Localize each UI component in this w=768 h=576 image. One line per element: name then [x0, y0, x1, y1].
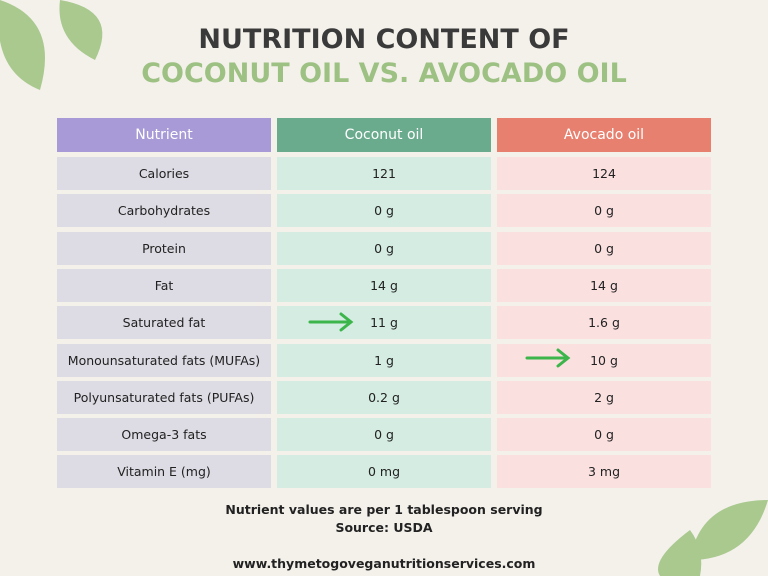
leaf — [658, 530, 702, 576]
table-cell: 0 g — [277, 231, 491, 265]
table-cell: Protein — [57, 231, 271, 265]
column-header: Avocado oil — [497, 118, 711, 152]
table-cell: Polyunsaturated fats (PUFAs) — [57, 380, 271, 414]
leaf — [690, 500, 768, 560]
table-cell: Omega-3 fats — [57, 418, 271, 452]
table-cell: Fat — [57, 268, 271, 302]
table-cell: 14 g — [497, 268, 711, 302]
table-cell: 0 g — [277, 194, 491, 228]
title: NUTRITION CONTENT OF — [198, 24, 570, 55]
table-cell: 0 g — [497, 418, 711, 452]
table-cell: Monounsaturated fats (MUFAs) — [57, 343, 271, 377]
table-cell: 10 g — [497, 343, 711, 377]
table-cell: 124 — [497, 157, 711, 190]
table-cell: Calories — [57, 157, 271, 190]
table-cell: 1.6 g — [497, 306, 711, 340]
title: COCONUT OIL VS. AVOCADO OIL — [141, 58, 627, 89]
table-cell: 3 mg — [497, 455, 711, 489]
table-cell: Saturated fat — [57, 306, 271, 340]
arrow — [308, 312, 354, 332]
leaf — [59, 0, 103, 60]
source: Source: USDA — [335, 520, 433, 535]
column-header: Coconut oil — [277, 118, 491, 152]
table-cell: Carbohydrates — [57, 194, 271, 228]
leaf — [0, 0, 45, 90]
table-cell: 14 g — [277, 268, 491, 302]
table-cell: 1 g — [277, 343, 491, 377]
table-cell: 0 g — [497, 194, 711, 228]
column-header: Nutrient — [57, 118, 271, 152]
table-cell: 0 g — [497, 231, 711, 265]
table-cell: 0.2 g — [277, 380, 491, 414]
url: www.thymetogoveganutritionservices.com — [232, 556, 536, 571]
table-cell: Vitamin E (mg) — [57, 455, 271, 489]
footnote: Nutrient values are per 1 tablespoon ser… — [225, 502, 543, 517]
table-cell: 2 g — [497, 380, 711, 414]
table-cell: 121 — [277, 157, 491, 190]
arrow — [525, 348, 571, 368]
table-cell: 0 g — [277, 418, 491, 452]
table-cell: 0 mg — [277, 455, 491, 489]
